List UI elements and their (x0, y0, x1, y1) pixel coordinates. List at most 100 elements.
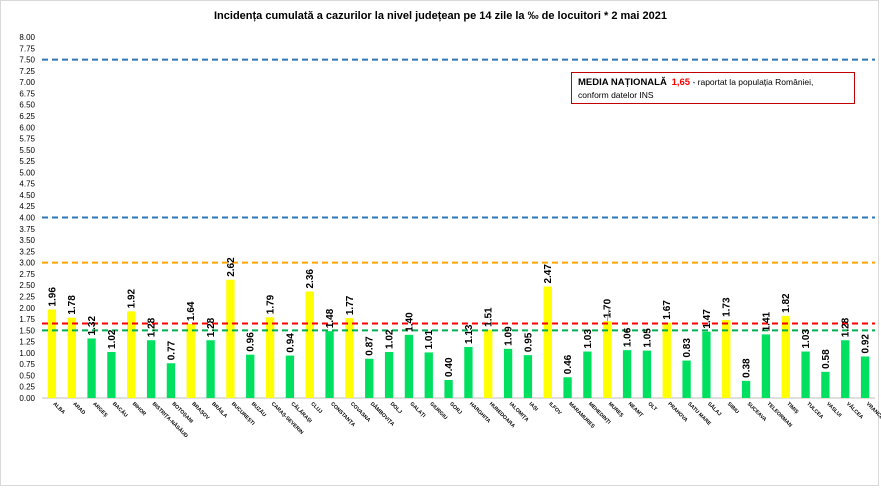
data-label: 1.92 (127, 288, 138, 308)
bar-vrancea (860, 356, 870, 398)
data-label: 1.28 (206, 317, 217, 337)
bar-prahova (662, 322, 671, 398)
national-average-annotation: MEDIA NAȚIONALĂ 1,65 - raportat la popul… (571, 72, 855, 104)
data-label: 1.70 (603, 298, 614, 318)
bar-suceava (741, 380, 751, 398)
bar-dâmbovița (365, 358, 374, 398)
category-label: BRĂILA (210, 400, 229, 419)
data-label: 2.62 (226, 257, 237, 277)
y-tick-label: 0.50 (19, 371, 35, 380)
data-label: 2.36 (305, 269, 316, 289)
y-tick-label: 1.25 (19, 338, 35, 347)
bar-călărași (285, 355, 295, 398)
data-label: 0.58 (821, 349, 832, 369)
y-tick-label: 5.75 (19, 135, 35, 144)
bar-botoșani (166, 363, 176, 398)
bar-teleorman (761, 334, 771, 398)
data-label: 1.09 (504, 326, 515, 346)
bar-brăila (206, 340, 215, 398)
data-label: 0.87 (365, 336, 376, 356)
data-label: 0.83 (682, 338, 693, 358)
bar-alba (47, 309, 57, 398)
annotation-value: 1,65 (671, 77, 691, 88)
bar-constanța (325, 331, 334, 398)
data-label: 1.64 (186, 301, 197, 321)
category-label: BISTRIȚA-NĂSĂUD (151, 400, 190, 439)
data-label: 1.01 (424, 330, 435, 350)
annotation-label: MEDIA NAȚIONALĂ (578, 77, 667, 88)
chart-title: Incidența cumulată a cazurilor la nivel … (214, 10, 667, 22)
y-tick-label: 0.25 (19, 383, 35, 392)
y-tick-label: 0.75 (19, 360, 35, 369)
bar-satu mare (682, 360, 691, 398)
data-label: 1.02 (107, 329, 118, 349)
bar-timiș (781, 315, 790, 398)
y-tick-label: 1.00 (19, 349, 35, 358)
data-label: 1.82 (781, 293, 792, 313)
bar-cluj (305, 291, 314, 398)
bar-harghita (464, 347, 473, 398)
category-label: SIBIU (726, 401, 740, 415)
category-label: BIHOR (131, 401, 147, 417)
bar-ilfov (543, 286, 552, 398)
y-tick-label: 5.00 (19, 168, 35, 177)
annotation-text-2: conform datelor INS (578, 90, 654, 100)
bar-brașov (186, 323, 195, 398)
data-label: 1.41 (761, 311, 772, 331)
bar-bihor (127, 311, 136, 398)
bar-dolj (384, 351, 394, 398)
category-label: IAȘI (528, 401, 540, 413)
data-label: 1.02 (385, 329, 396, 349)
data-label: 1.28 (841, 317, 852, 337)
data-label: 0.38 (742, 358, 753, 378)
bar-covasna (345, 318, 354, 398)
category-label: ALBA (52, 401, 67, 416)
y-tick-label: 8.00 (19, 33, 35, 42)
y-tick-label: 3.50 (19, 236, 35, 245)
bar-bistrița-năsăud (146, 340, 156, 398)
data-label: 1.28 (147, 317, 158, 337)
bar-ialomița (503, 348, 513, 398)
category-label: DOLJ (389, 401, 403, 415)
category-label: ARGEȘ (91, 401, 109, 419)
bar-giurgiu (424, 352, 433, 398)
bar-tulcea (801, 351, 810, 398)
category-label: ILFOV (547, 401, 562, 416)
y-tick-label: 7.00 (19, 78, 35, 87)
y-tick-label: 5.25 (19, 157, 35, 166)
y-tick-label: 2.50 (19, 281, 35, 290)
y-tick-label: 0.00 (19, 394, 35, 403)
category-label: SUCEAVA (746, 401, 768, 423)
bar-vâlcea (841, 340, 850, 398)
y-tick-label: 3.25 (19, 247, 35, 256)
category-label: CLUJ (309, 401, 323, 415)
data-label: 0.94 (285, 333, 296, 353)
y-tick-label: 6.50 (19, 101, 35, 110)
category-label: NEAMȚ (627, 401, 645, 419)
y-tick-label: 2.25 (19, 292, 35, 301)
bar-neamț (622, 350, 632, 398)
bar-mureș (603, 321, 612, 398)
category-label: TIMIȘ (785, 401, 799, 415)
bar-maramureș (563, 377, 572, 398)
category-label: BACĂU (111, 400, 129, 418)
bar-hunedoara (484, 329, 493, 398)
data-label: 2.47 (543, 264, 554, 284)
y-tick-label: 4.00 (19, 214, 35, 223)
category-label: TULCEA (805, 401, 824, 420)
data-label: 0.96 (246, 332, 257, 352)
y-tick-label: 7.25 (19, 67, 35, 76)
leader-line (606, 307, 610, 322)
category-label: GIURGIU (428, 401, 448, 421)
category-label: MUREȘ (607, 401, 625, 419)
y-tick-label: 2.00 (19, 304, 35, 313)
data-label: 1.05 (642, 328, 653, 348)
category-label: GORJ (448, 401, 463, 416)
bar-galați (404, 334, 414, 398)
bar-caraș-severin (265, 317, 275, 398)
y-tick-label: 6.25 (19, 112, 35, 121)
bar-sibiu (722, 319, 731, 398)
y-tick-label: 3.75 (19, 225, 35, 234)
category-label: VASLUI (825, 401, 843, 419)
data-label: 1.47 (702, 309, 713, 329)
